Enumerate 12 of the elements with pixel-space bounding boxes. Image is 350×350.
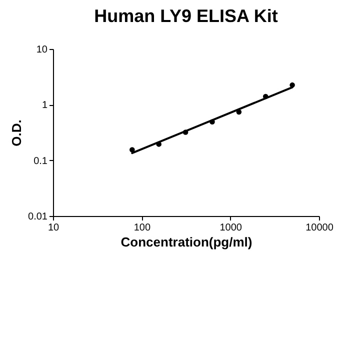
y-axis-title: O.D. (9, 120, 24, 146)
y-tick-label: 0.01 (28, 212, 48, 222)
y-tick-label: 0.1 (34, 156, 48, 167)
x-tick-label: 10000 (306, 222, 334, 234)
x-tick-label: 100 (134, 222, 151, 234)
point (130, 147, 135, 152)
chart-title: Human LY9 ELISA Kit (94, 6, 278, 26)
y-tick-label: 10 (36, 44, 48, 56)
x-axis-title: Concentration(pg/ml) (120, 234, 252, 250)
x-tick-label: 1000 (220, 222, 242, 234)
x-tick-label: 10 (48, 222, 60, 234)
y-tick-label: 1 (42, 100, 48, 112)
